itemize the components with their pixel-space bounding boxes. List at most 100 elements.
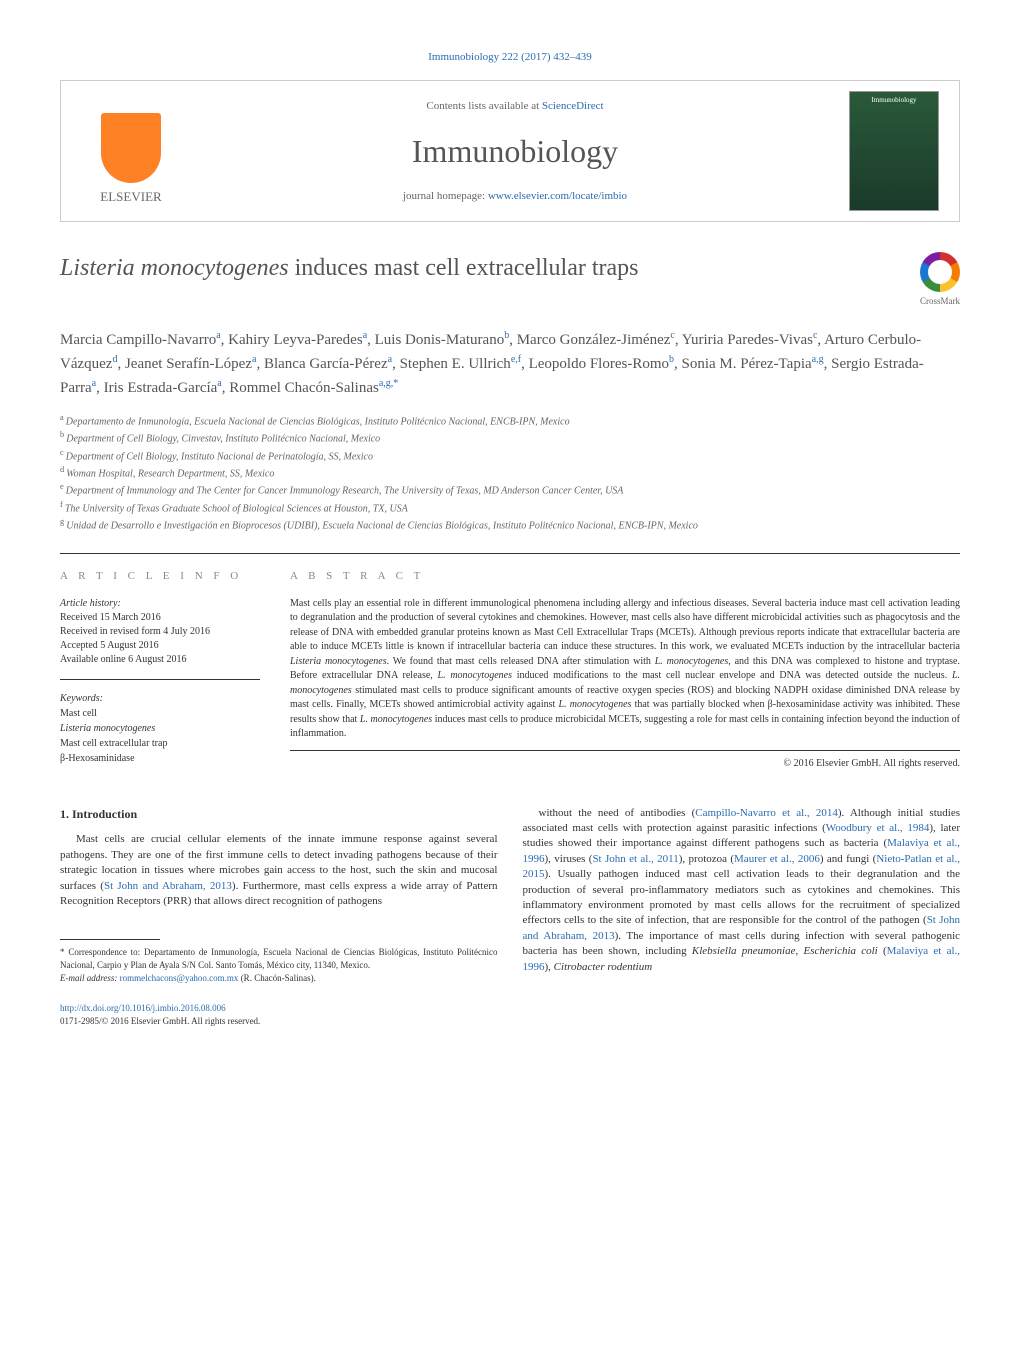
citation-link[interactable]: Maurer et al., 2006 <box>734 853 820 865</box>
keyword-item: Listeria monocytogenes <box>60 722 260 736</box>
contents-available: Contents lists available at ScienceDirec… <box>181 99 849 114</box>
issn-copyright: 0171-2985/© 2016 Elsevier GmbH. All righ… <box>60 1015 498 1028</box>
author-affil-sup: a <box>388 354 392 365</box>
citation-link[interactable]: St John and Abraham, 2013 <box>104 880 232 892</box>
email-line: E-mail address: rommelchacons@yahoo.com.… <box>60 972 498 985</box>
affiliation-text: Woman Hospital, Research Department, SS,… <box>66 468 274 479</box>
author-name: Jeanet Serafín-López <box>125 356 252 372</box>
species-italic: Klebsiella pneumoniae <box>692 945 796 957</box>
species-italic: Escherichia coli <box>803 945 877 957</box>
history-revised: Received in revised form 4 July 2016 <box>60 625 260 639</box>
history-online: Available online 6 August 2016 <box>60 653 260 667</box>
journal-homepage: journal homepage: www.elsevier.com/locat… <box>181 189 849 204</box>
species-italic: L. monocytogenes <box>360 714 432 725</box>
affiliation-line: e Department of Immunology and The Cente… <box>60 481 960 498</box>
keywords-block: Keywords: Mast cellListeria monocytogene… <box>60 692 260 766</box>
email-suffix: (R. Chacón-Salinas). <box>238 973 315 983</box>
author-name: Leopoldo Flores-Romo <box>529 356 669 372</box>
affiliation-line: f The University of Texas Graduate Schoo… <box>60 499 960 516</box>
affiliation-text: Departamento de Inmunología, Escuela Nac… <box>66 416 570 427</box>
citation-link[interactable]: Campillo-Navarro et al., 2014 <box>695 807 838 819</box>
author-name: Rommel Chacón-Salinas <box>229 380 379 396</box>
species-italic: L. monocytogenes <box>290 670 960 696</box>
author-affil-sup: a <box>252 354 256 365</box>
author-affil-sup: a <box>363 330 367 341</box>
author-name: Marco González-Jiménez <box>517 332 671 348</box>
homepage-link[interactable]: www.elsevier.com/locate/imbio <box>488 190 627 202</box>
species-italic: L. monocytogenes <box>438 670 512 681</box>
citation-link[interactable]: Woodbury et al., 1984 <box>826 822 930 834</box>
elsevier-label: ELSEVIER <box>100 188 161 206</box>
abstract-copyright: © 2016 Elsevier GmbH. All rights reserve… <box>290 757 960 771</box>
affiliation-text: The University of Texas Graduate School … <box>65 503 408 514</box>
page-header-citation: Immunobiology 222 (2017) 432–439 <box>60 50 960 65</box>
species-italic: Citrobacter rodentium <box>554 961 652 973</box>
affiliations-list: a Departamento de Inmunología, Escuela N… <box>60 412 960 533</box>
species-italic: L. monocytogenes <box>655 656 729 667</box>
author-name: Yuriria Paredes-Vivas <box>682 332 813 348</box>
section-1-heading: 1. Introduction <box>60 806 498 823</box>
column-left: 1. Introduction Mast cells are crucial c… <box>60 806 498 1028</box>
article-info-heading: a r t i c l e i n f o <box>60 569 260 584</box>
author-name: Luis Donis-Maturano <box>375 332 505 348</box>
abstract-text: Mast cells play an essential role in dif… <box>290 597 960 751</box>
footnote-rule <box>60 939 160 940</box>
history-received: Received 15 March 2016 <box>60 611 260 625</box>
doi-link[interactable]: http://dx.doi.org/10.1016/j.imbio.2016.0… <box>60 1003 226 1013</box>
cover-label: Immunobiology <box>854 96 934 106</box>
author-name: Blanca García-Pérez <box>264 356 388 372</box>
crossmark-badge[interactable]: CrossMark <box>920 252 960 308</box>
title-row: Listeria monocytogenes induces mast cell… <box>60 252 960 308</box>
affiliation-text: Department of Immunology and The Center … <box>66 486 624 497</box>
author-affil-sup: c <box>813 330 817 341</box>
article-title: Listeria monocytogenes induces mast cell… <box>60 252 900 286</box>
author-list: Marcia Campillo-Navarroa, Kahiry Leyva-P… <box>60 328 960 400</box>
keyword-item: Mast cell extracellular trap <box>60 737 260 751</box>
keyword-item: β-Hexosaminidase <box>60 752 260 766</box>
abstract: a b s t r a c t Mast cells play an essen… <box>290 569 960 770</box>
abstract-heading: a b s t r a c t <box>290 569 960 584</box>
affiliation-line: b Department of Cell Biology, Cinvestav,… <box>60 429 960 446</box>
corresponding-email-link[interactable]: rommelchacons@yahoo.com.mx <box>120 973 239 983</box>
doi-block: http://dx.doi.org/10.1016/j.imbio.2016.0… <box>60 1002 498 1027</box>
affiliation-line: c Department of Cell Biology, Instituto … <box>60 447 960 464</box>
journal-name: Immunobiology <box>181 129 849 174</box>
contents-prefix: Contents lists available at <box>426 100 541 112</box>
article-history: Article history: Received 15 March 2016 … <box>60 597 260 680</box>
affiliation-line: d Woman Hospital, Research Department, S… <box>60 464 960 481</box>
author-affil-sup: e,f <box>511 354 521 365</box>
elsevier-tree-icon <box>101 113 161 183</box>
author-affil-sup: a <box>217 378 221 389</box>
author-name: Kahiry Leyva-Paredes <box>228 332 363 348</box>
history-accepted: Accepted 5 August 2016 <box>60 639 260 653</box>
crossmark-label: CrossMark <box>920 295 960 308</box>
author-affil-sup: d <box>112 354 117 365</box>
citation-link[interactable]: St John et al., 2011 <box>592 853 678 865</box>
banner-center: Contents lists available at ScienceDirec… <box>181 99 849 205</box>
author-name: Iris Estrada-García <box>104 380 218 396</box>
author-affil-sup: a,g,* <box>379 378 398 389</box>
info-abstract-row: a r t i c l e i n f o Article history: R… <box>60 553 960 770</box>
homepage-prefix: journal homepage: <box>403 190 488 202</box>
intro-para-1: Mast cells are crucial cellular elements… <box>60 832 498 909</box>
body-two-column: 1. Introduction Mast cells are crucial c… <box>60 806 960 1028</box>
author-affil-sup: a <box>92 378 96 389</box>
title-italic-species: Listeria monocytogenes <box>60 255 289 281</box>
column-right: without the need of antibodies (Campillo… <box>523 806 961 1028</box>
journal-banner: ELSEVIER Contents lists available at Sci… <box>60 80 960 222</box>
author-affil-sup: b <box>504 330 509 341</box>
elsevier-logo-block: ELSEVIER <box>81 96 181 206</box>
species-italic: Listeria monocytogenes <box>290 656 387 667</box>
citation-link[interactable]: St John and Abraham, 2013 <box>523 914 960 941</box>
intro-para-2: without the need of antibodies (Campillo… <box>523 806 961 975</box>
author-affil-sup: c <box>670 330 674 341</box>
author-name: Marcia Campillo-Navarro <box>60 332 216 348</box>
sciencedirect-link[interactable]: ScienceDirect <box>542 100 604 112</box>
title-rest: induces mast cell extracellular traps <box>289 255 639 281</box>
keywords-label: Keywords: <box>60 693 103 704</box>
affiliation-line: g Unidad de Desarrollo e Investigación e… <box>60 516 960 533</box>
affiliation-text: Department of Cell Biology, Instituto Na… <box>66 451 373 462</box>
footnotes: * Correspondence to: Departamento de Inm… <box>60 946 498 984</box>
author-name: Stephen E. Ullrich <box>400 356 511 372</box>
affiliation-line: a Departamento de Inmunología, Escuela N… <box>60 412 960 429</box>
